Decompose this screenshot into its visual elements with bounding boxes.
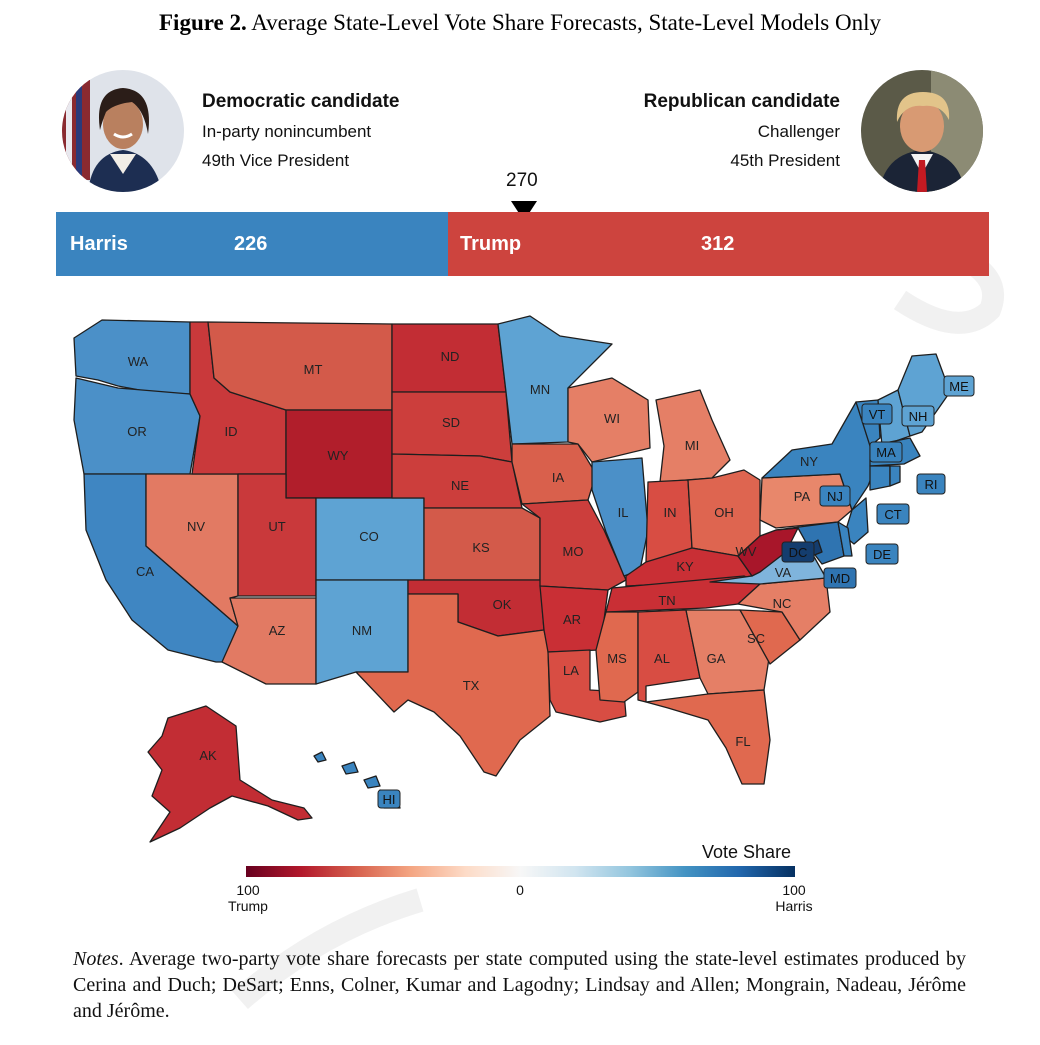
democratic-status: In-party nonincumbent (202, 122, 372, 141)
label-VT: VT (869, 407, 886, 422)
label-IN: IN (664, 505, 677, 520)
state-LA (547, 649, 627, 723)
figure-title-text: Average State-Level Vote Share Forecasts… (251, 10, 881, 35)
label-UT: UT (268, 519, 285, 534)
state-AZ (221, 597, 317, 685)
label-AZ: AZ (269, 623, 286, 638)
trump-portrait (861, 70, 983, 192)
label-LA: LA (563, 663, 579, 678)
label-KY: KY (676, 559, 694, 574)
label-NE: NE (451, 478, 469, 493)
state-OR (73, 377, 201, 475)
label-CO: CO (359, 529, 379, 544)
legend-right-tick: 100 Harris (768, 882, 820, 914)
legend-right-value: 100 (782, 882, 806, 898)
label-MO: MO (563, 544, 584, 559)
state-WI (567, 377, 651, 463)
state-WV (737, 527, 799, 577)
label-WA: WA (128, 354, 149, 369)
label-VA: VA (775, 565, 792, 580)
label-WY: WY (328, 448, 349, 463)
threshold-label: 270 (506, 170, 538, 191)
label-OK: OK (493, 597, 512, 612)
label-AR: AR (563, 612, 581, 627)
label-OH: OH (714, 505, 734, 520)
state-TX (355, 593, 551, 777)
label-ND: ND (441, 349, 460, 364)
state-MO (521, 499, 627, 591)
label-NC: NC (773, 596, 792, 611)
label-AL: AL (654, 651, 670, 666)
label-ID: ID (225, 424, 238, 439)
legend-left-label: Trump (228, 898, 268, 914)
label-KS: KS (472, 540, 490, 555)
state-RI (889, 465, 901, 487)
harris-bar-name: Harris (70, 233, 128, 255)
label-RI: RI (925, 477, 938, 492)
state-MI (655, 389, 731, 483)
figure-title: Figure 2. Average State-Level Vote Share… (0, 10, 1040, 36)
vote-share-color-scale (246, 866, 795, 877)
legend-title: Vote Share (702, 842, 792, 862)
label-FL: FL (735, 734, 750, 749)
label-PA: PA (794, 489, 811, 504)
label-NH: NH (909, 409, 928, 424)
harris-bar-votes: 226 (234, 233, 268, 255)
trump-electoral-bar: Trump 312 (448, 212, 989, 276)
label-NY: NY (800, 454, 818, 469)
label-MI: MI (685, 438, 699, 453)
label-MN: MN (530, 382, 550, 397)
label-NV: NV (187, 519, 205, 534)
label-MA: MA (876, 445, 896, 460)
harris-electoral-bar: Harris 226 (56, 212, 448, 276)
democratic-candidate-info: Democratic candidate In-party nonincumbe… (202, 91, 399, 171)
label-HI: HI (383, 792, 396, 807)
figure-notes: Notes. Average two-party vote share fore… (73, 946, 966, 1024)
legend-right-label: Harris (775, 898, 813, 914)
republican-candidate-info: Republican candidate Challenger 45th Pre… (644, 91, 840, 171)
label-MD: MD (830, 571, 850, 586)
state-CT (869, 465, 891, 491)
democratic-heading: Democratic candidate (202, 91, 400, 112)
label-AK: AK (199, 748, 217, 763)
label-DE: DE (873, 547, 891, 562)
label-WV: WV (736, 544, 757, 559)
legend-left-value: 100 (236, 882, 260, 898)
label-GA: GA (707, 651, 726, 666)
legend-mid-tick: 0 (510, 882, 530, 898)
label-IL: IL (618, 505, 629, 520)
state-AK (147, 705, 313, 843)
label-SD: SD (442, 415, 460, 430)
republican-status: Challenger (757, 122, 840, 141)
state-DE (837, 521, 853, 557)
label-CA: CA (136, 564, 154, 579)
label-CT: CT (884, 507, 901, 522)
label-ME: ME (949, 379, 969, 394)
trump-bar-votes: 312 (701, 233, 735, 255)
label-DC: DC (789, 545, 808, 560)
label-SC: SC (747, 631, 765, 646)
label-NM: NM (352, 623, 372, 638)
label-OR: OR (127, 424, 147, 439)
legend-left-tick: 100 Trump (226, 882, 270, 914)
label-IA: IA (552, 470, 565, 485)
legend-mid-value: 0 (516, 882, 524, 898)
label-MS: MS (607, 651, 627, 666)
label-NJ: NJ (827, 489, 843, 504)
state-FL (645, 689, 771, 785)
label-TN: TN (658, 593, 675, 608)
label-WI: WI (604, 411, 620, 426)
democratic-office: 49th Vice President (202, 151, 350, 170)
figure-label: Figure 2. (159, 10, 247, 35)
republican-office: 45th President (730, 151, 840, 170)
label-TX: TX (463, 678, 480, 693)
republican-heading: Republican candidate (643, 91, 840, 112)
notes-text: . Average two-party vote share forecasts… (73, 948, 966, 1022)
label-MT: MT (304, 362, 323, 377)
notes-lead: Notes (73, 948, 119, 970)
trump-bar-name: Trump (460, 233, 522, 255)
